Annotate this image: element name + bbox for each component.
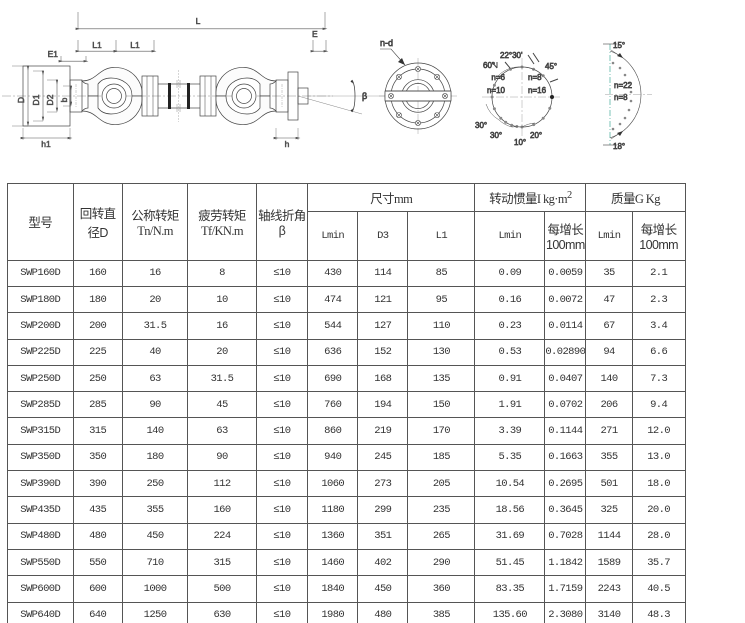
svg-text:n=6: n=6 (491, 73, 505, 82)
svg-text:E: E (312, 29, 318, 39)
svg-text:60°: 60° (483, 61, 495, 70)
svg-text:20°: 20° (530, 131, 542, 140)
svg-text:β: β (362, 91, 367, 101)
svg-text:18°: 18° (613, 142, 625, 151)
svg-text:D2: D2 (45, 94, 55, 105)
svg-text:D: D (16, 97, 26, 103)
svg-text:15°: 15° (613, 41, 625, 50)
svg-text:h: h (285, 139, 290, 149)
svg-text:L1: L1 (130, 40, 140, 50)
svg-text:30°: 30° (475, 121, 487, 130)
svg-text:22°30': 22°30' (500, 51, 523, 60)
svg-text:n=10: n=10 (487, 86, 506, 95)
svg-text:b: b (59, 97, 69, 102)
svg-text:D1: D1 (31, 94, 41, 105)
svg-text:h1: h1 (41, 139, 51, 149)
svg-text:n=22: n=22 (614, 81, 633, 90)
svg-text:30°: 30° (490, 131, 502, 140)
svg-text:L: L (196, 16, 201, 26)
svg-text:n=8: n=8 (528, 73, 542, 82)
svg-text:E1: E1 (48, 49, 59, 59)
svg-text:n=16: n=16 (528, 86, 547, 95)
svg-text:L1: L1 (92, 40, 102, 50)
svg-text:n-d: n-d (380, 38, 393, 48)
svg-text:45°: 45° (545, 62, 557, 71)
svg-text:10°: 10° (514, 138, 526, 147)
